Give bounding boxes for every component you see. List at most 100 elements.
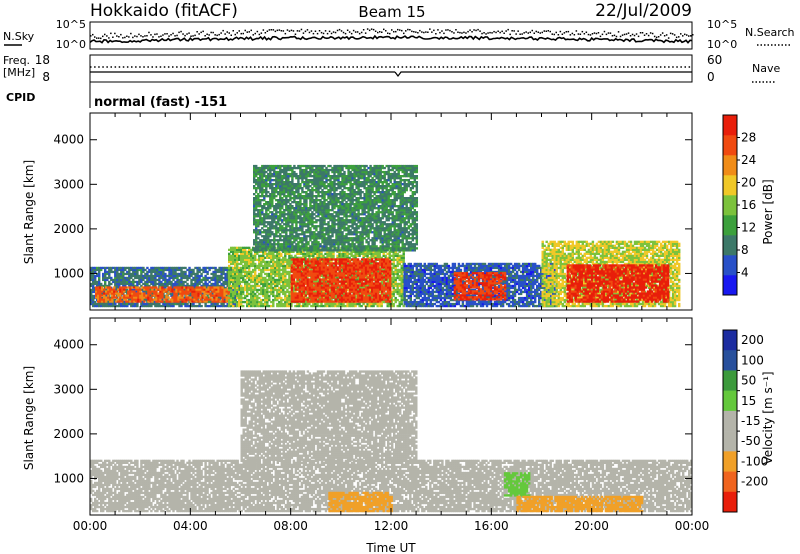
nsearch-point	[326, 32, 329, 35]
power-cell-r2	[304, 300, 307, 304]
power-cell-r0	[210, 304, 213, 308]
power-cell-r2	[246, 280, 249, 284]
power-cell-r3	[360, 298, 364, 301]
power-cell-r2	[390, 254, 393, 258]
power-cell-r0	[132, 284, 135, 288]
power-cell-r1	[167, 296, 170, 299]
power-cell-r2	[252, 286, 255, 290]
power-cell-r3	[366, 296, 370, 299]
power-cell-r2	[388, 254, 391, 258]
power-cell-r0	[94, 280, 97, 284]
power-cell-r2	[240, 250, 243, 254]
power-cell-r2	[236, 302, 239, 306]
power-cell-r0	[108, 270, 111, 274]
power-cell-r0	[198, 280, 201, 284]
power-cell-r2	[338, 252, 341, 256]
power-cell-r1	[193, 294, 196, 297]
power-cell-r2	[400, 292, 403, 296]
power-cell-r2	[396, 256, 399, 260]
power-cell-r2	[236, 260, 239, 264]
power-cell-r1	[179, 296, 182, 299]
power-cell-r2	[378, 304, 381, 308]
power-cell-r1	[157, 294, 160, 297]
power-cell-r2	[236, 264, 239, 268]
power-cell-r3	[290, 274, 294, 277]
power-cell-r3	[366, 276, 370, 279]
power-cell-r2	[248, 302, 251, 306]
power-cell-r2	[362, 250, 365, 254]
power-cell-r3	[302, 284, 306, 287]
power-cell-r2	[398, 268, 401, 272]
power-cell-r2	[236, 266, 239, 270]
power-cell-r1	[153, 290, 156, 293]
power-cell-r2	[274, 284, 277, 288]
nave-tick-high: 60	[707, 53, 722, 67]
power-cell-r3	[318, 288, 322, 291]
power-cell-r2	[230, 254, 233, 258]
power-cell-r0	[168, 280, 171, 284]
power-cell-r3	[296, 262, 300, 265]
power-cell-r0	[196, 266, 199, 270]
power-cell-r2	[348, 258, 351, 262]
power-cell-r1	[163, 298, 166, 301]
power-cell-r2	[354, 274, 357, 278]
power-cell-r0	[108, 276, 111, 280]
power-cell-r3	[364, 270, 368, 273]
power-cell-r0	[182, 276, 185, 280]
power-cell-r2	[312, 256, 315, 260]
date-title: 22/Jul/2009	[595, 1, 692, 21]
station-title: Hokkaido (fitACF)	[90, 1, 238, 21]
power-cell-r3	[338, 280, 342, 283]
power-cell-r2	[268, 272, 271, 276]
power-cell-r3	[360, 284, 364, 287]
power-cell-r1	[125, 298, 128, 301]
power-cell-r0	[92, 288, 95, 292]
power-cell-r2	[388, 256, 391, 260]
power-cell-r2	[262, 304, 265, 308]
power-cell-r0	[182, 270, 185, 274]
power-cell-r0	[216, 268, 219, 272]
power-cell-r2	[252, 256, 255, 260]
power-cell-r0	[136, 280, 139, 284]
power-cell-r3	[292, 260, 296, 263]
power-cell-r0	[96, 274, 99, 278]
power-cell-r2	[244, 264, 247, 268]
power-cell-r2	[334, 294, 337, 298]
power-cell-r2	[358, 254, 361, 258]
power-cell-r2	[246, 282, 249, 286]
power-cell-r2	[354, 278, 357, 282]
power-cell-r0	[96, 266, 99, 270]
power-cell-r2	[284, 292, 287, 296]
nsearch-point	[405, 30, 407, 32]
power-cell-r1	[131, 296, 134, 299]
cpid-value: normal (fast) -151	[94, 95, 227, 110]
power-cell-r2	[252, 262, 255, 266]
power-cell-r2	[362, 286, 365, 290]
power-cell-r3	[332, 276, 336, 279]
nsearch-point	[158, 36, 160, 38]
power-cell-r0	[90, 270, 93, 274]
power-cell-r3	[298, 280, 302, 283]
power-cell-r2	[254, 284, 257, 288]
power-cell-r0	[132, 282, 135, 286]
power-cell-r2	[234, 270, 237, 274]
power-cell-r2	[284, 296, 287, 300]
power-cell-r0	[206, 276, 209, 280]
power-cell-r2	[330, 256, 333, 260]
power-cell-r2	[242, 288, 245, 292]
power-cell-r2	[338, 256, 341, 260]
power-cell-r2	[234, 268, 237, 272]
nsearch-point	[306, 29, 309, 31]
nsearch-point	[328, 30, 331, 33]
power-cell-r0	[148, 278, 151, 282]
power-cell-r2	[306, 296, 309, 300]
power-cell-r3	[310, 274, 314, 277]
power-cell-r1	[137, 292, 140, 295]
power-cell-r0	[180, 266, 183, 270]
nsearch-point	[521, 33, 523, 35]
nsearch-point	[166, 33, 168, 35]
power-cell-r2	[236, 270, 239, 274]
power-cell-r1	[215, 294, 218, 297]
power-cell-r3	[316, 294, 320, 297]
power-cell-r2	[246, 304, 249, 308]
